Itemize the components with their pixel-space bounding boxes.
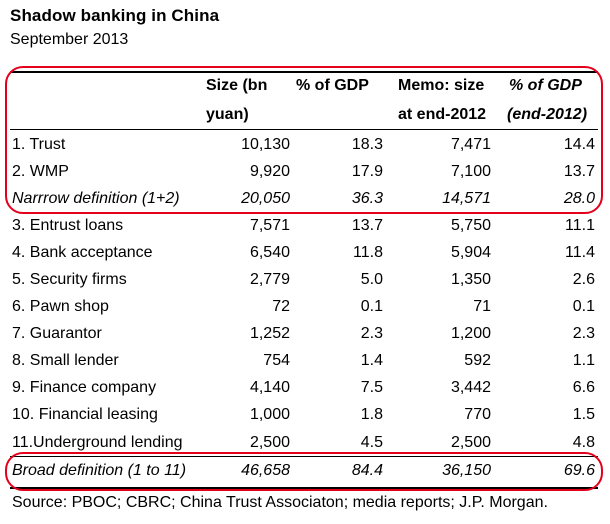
table-row: 10. Financial leasing 1,000 1.8 770 1.5 — [0, 401, 610, 428]
row-memo: 592 — [464, 352, 491, 369]
header-rule — [10, 129, 598, 130]
row-label: 2. WMP — [12, 163, 69, 180]
row-gdp: 18.3 — [351, 136, 383, 153]
row-memo: 7,100 — [450, 163, 491, 180]
row-label: 7. Guarantor — [12, 325, 102, 342]
row-memo: 5,750 — [450, 217, 491, 234]
row-gdp: 0.1 — [360, 298, 383, 315]
row-gdp2012: 14.4 — [563, 136, 595, 153]
row-gdp: 13.7 — [351, 217, 383, 234]
table-row: 11.Underground lending 2,500 4.5 2,500 4… — [0, 429, 610, 456]
table-row: 7. Guarantor 1,252 2.3 1,200 2.3 — [0, 320, 610, 347]
total-rule — [10, 456, 598, 457]
row-memo: 14,571 — [442, 190, 491, 207]
table-row: 2. WMP 9,920 17.9 7,100 13.7 — [0, 158, 610, 185]
bottom-rule — [10, 487, 598, 489]
header-memo-line2: at end-2012 — [398, 106, 487, 123]
row-gdp2012: 1.1 — [572, 352, 595, 369]
header-size-line2: yuan) — [206, 106, 249, 123]
row-size: 2,500 — [249, 434, 290, 451]
row-label: 11.Underground lending — [12, 434, 183, 451]
narrow-definition-highlight — [5, 66, 603, 214]
row-gdp: 1.4 — [360, 352, 383, 369]
header-gdp2012-line1: % of GDP — [509, 77, 582, 94]
table-title: Shadow banking in China — [10, 6, 220, 25]
row-label: Narrrow definition (1+2) — [12, 190, 180, 207]
broad-definition-highlight — [5, 452, 603, 491]
row-memo: 770 — [464, 406, 491, 423]
row-memo: 71 — [473, 298, 491, 315]
table-row-broad-definition: Broad definition (1 to 11) 46,658 84.4 3… — [0, 457, 610, 484]
row-gdp: 17.9 — [351, 163, 383, 180]
row-label: 5. Security firms — [12, 271, 127, 288]
row-label: Broad definition (1 to 11) — [12, 462, 187, 479]
row-gdp2012: 6.6 — [572, 379, 595, 396]
source-note: Source: PBOC; CBRC; China Trust Associat… — [12, 494, 548, 511]
row-gdp2012: 13.7 — [563, 163, 595, 180]
row-memo: 5,904 — [450, 244, 491, 261]
row-gdp: 2.3 — [360, 325, 383, 342]
row-memo: 36,150 — [442, 462, 491, 479]
row-gdp2012: 2.6 — [572, 271, 595, 288]
row-label: 4. Bank acceptance — [12, 244, 153, 261]
table-subtitle: September 2013 — [10, 31, 129, 48]
row-gdp: 4.5 — [360, 434, 383, 451]
row-label: 8. Small lender — [12, 352, 119, 369]
table-row: 9. Finance company 4,140 7.5 3,442 6.6 — [0, 374, 610, 401]
row-gdp: 84.4 — [351, 462, 383, 479]
row-size: 72 — [272, 298, 290, 315]
row-label: 1. Trust — [12, 136, 66, 153]
table-row: 4. Bank acceptance 6,540 11.8 5,904 11.4 — [0, 239, 610, 266]
row-size: 1,252 — [249, 325, 290, 342]
row-gdp: 36.3 — [351, 190, 383, 207]
row-gdp2012: 1.5 — [572, 406, 595, 423]
header-gdp2012-line2: (end-2012) — [507, 106, 588, 123]
row-gdp: 1.8 — [360, 406, 383, 423]
row-size: 1,000 — [249, 406, 290, 423]
row-gdp: 7.5 — [360, 379, 383, 396]
table-row-narrow-definition: Narrrow definition (1+2) 20,050 36.3 14,… — [0, 185, 610, 212]
table-row: 6. Pawn shop 72 0.1 71 0.1 — [0, 293, 610, 320]
row-memo: 2,500 — [450, 434, 491, 451]
row-size: 2,779 — [249, 271, 290, 288]
header-gdp: % of GDP — [296, 77, 369, 94]
row-size: 20,050 — [241, 190, 290, 207]
row-label: 6. Pawn shop — [12, 298, 109, 315]
table-row: 1. Trust 10,130 18.3 7,471 14.4 — [0, 131, 610, 158]
row-memo: 1,200 — [450, 325, 491, 342]
row-gdp2012: 0.1 — [572, 298, 595, 315]
top-rule — [10, 71, 598, 73]
row-size: 754 — [263, 352, 290, 369]
row-memo: 1,350 — [450, 271, 491, 288]
row-gdp2012: 2.3 — [572, 325, 595, 342]
table-row: 8. Small lender 754 1.4 592 1.1 — [0, 347, 610, 374]
row-label: 10. Financial leasing — [12, 406, 158, 423]
row-label: 9. Finance company — [12, 379, 157, 396]
row-gdp: 5.0 — [360, 271, 383, 288]
row-gdp: 11.8 — [353, 244, 383, 261]
row-size: 10,130 — [241, 136, 290, 153]
row-label: 3. Entrust loans — [12, 217, 124, 234]
row-size: 9,920 — [249, 163, 290, 180]
row-memo: 3,442 — [450, 379, 491, 396]
row-size: 4,140 — [249, 379, 290, 396]
row-memo: 7,471 — [450, 136, 491, 153]
table-row: 3. Entrust loans 7,571 13.7 5,750 11.1 — [0, 212, 610, 239]
header-memo-line1: Memo: size — [398, 77, 485, 94]
row-size: 6,540 — [249, 244, 290, 261]
row-size: 7,571 — [249, 217, 290, 234]
table-row: 5. Security firms 2,779 5.0 1,350 2.6 — [0, 266, 610, 293]
row-gdp2012: 11.4 — [565, 244, 595, 261]
row-size: 46,658 — [241, 462, 290, 479]
row-gdp2012: 11.1 — [565, 217, 595, 234]
header-size-line1: Size (bn — [206, 77, 268, 94]
row-gdp2012: 4.8 — [572, 434, 595, 451]
